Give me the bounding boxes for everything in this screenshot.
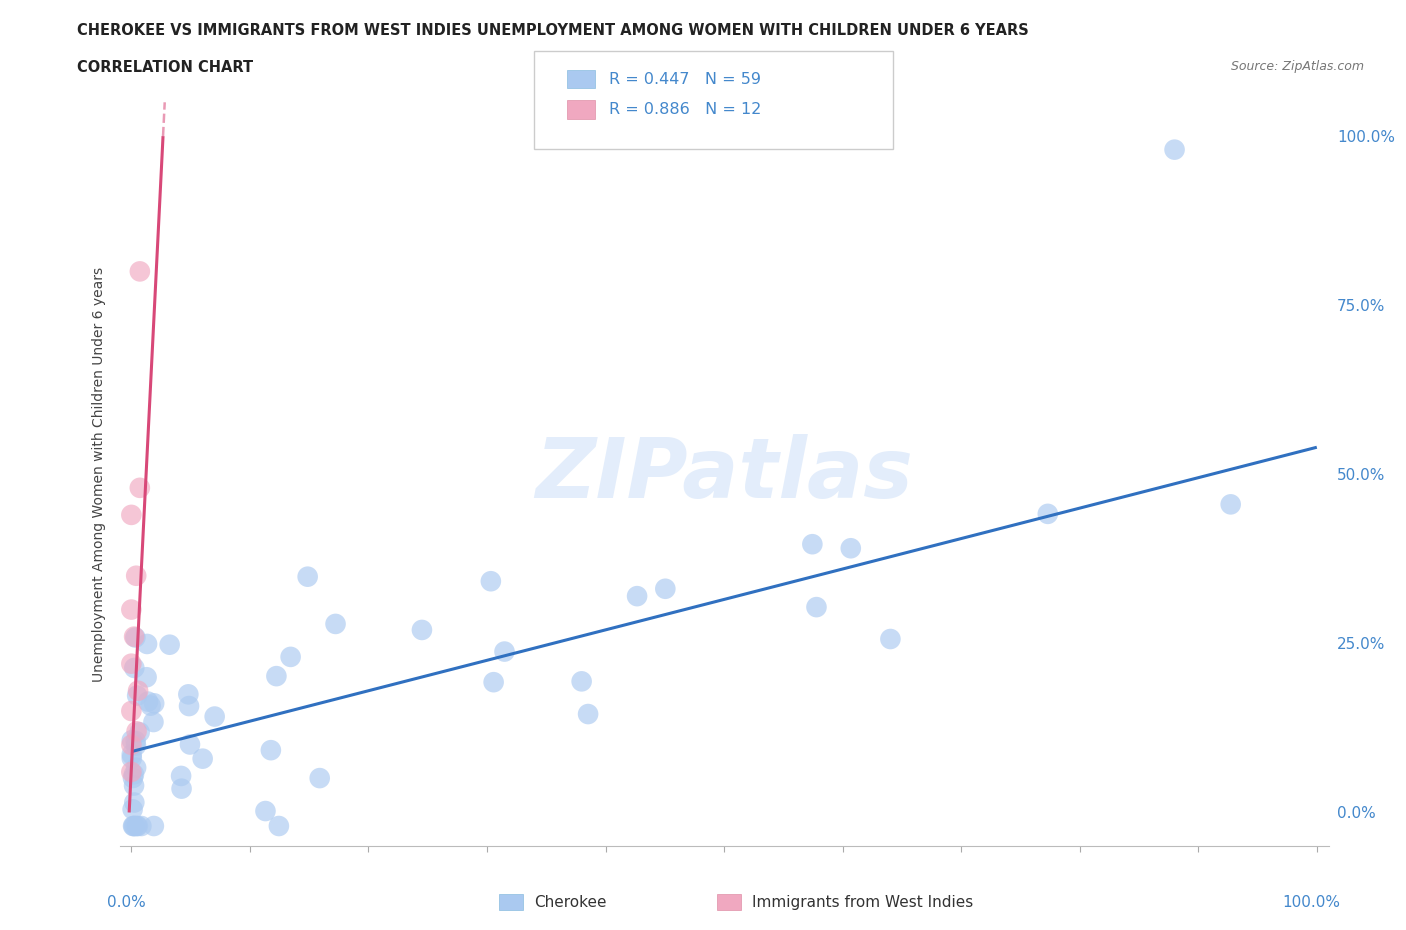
- Point: [260, 743, 283, 758]
- Point: [128, 724, 150, 739]
- Point: [170, 768, 193, 783]
- Point: [124, 795, 146, 810]
- Point: [806, 600, 828, 615]
- Point: [879, 631, 901, 646]
- Point: [120, 602, 142, 617]
- Point: [191, 751, 214, 766]
- Point: [1219, 497, 1241, 512]
- Point: [135, 670, 157, 684]
- Point: [142, 818, 165, 833]
- Point: [159, 637, 181, 652]
- Point: [143, 696, 166, 711]
- Point: [576, 707, 599, 722]
- Point: [128, 481, 150, 496]
- Point: [125, 760, 148, 775]
- Point: [801, 537, 824, 551]
- Text: Immigrants from West Indies: Immigrants from West Indies: [752, 895, 973, 910]
- Point: [411, 622, 433, 637]
- Point: [177, 687, 200, 702]
- Point: [179, 737, 201, 752]
- Point: [120, 508, 142, 523]
- Point: [482, 675, 505, 690]
- Point: [121, 747, 143, 762]
- Point: [120, 704, 142, 719]
- Text: ZIPatlas: ZIPatlas: [536, 433, 912, 515]
- Point: [654, 581, 676, 596]
- Point: [124, 734, 146, 749]
- Point: [121, 802, 143, 817]
- Y-axis label: Unemployment Among Women with Children Under 6 years: Unemployment Among Women with Children U…: [91, 267, 105, 682]
- Point: [177, 698, 200, 713]
- Point: [120, 737, 142, 752]
- Point: [136, 694, 159, 709]
- Point: [142, 714, 165, 729]
- Point: [494, 644, 516, 659]
- Point: [124, 818, 146, 833]
- Point: [1036, 507, 1059, 522]
- Point: [128, 264, 150, 279]
- Point: [308, 771, 330, 786]
- Point: [124, 660, 146, 675]
- Point: [120, 764, 142, 779]
- Point: [1163, 142, 1185, 157]
- Point: [122, 818, 145, 833]
- Point: [170, 781, 193, 796]
- Point: [127, 818, 149, 833]
- Text: R = 0.886   N = 12: R = 0.886 N = 12: [609, 102, 761, 117]
- Point: [139, 698, 162, 713]
- Point: [571, 674, 593, 689]
- Point: [839, 541, 862, 556]
- Text: Source: ZipAtlas.com: Source: ZipAtlas.com: [1230, 60, 1364, 73]
- Point: [125, 738, 148, 753]
- Text: 100.0%: 100.0%: [1282, 895, 1341, 910]
- Point: [122, 778, 145, 793]
- Point: [204, 709, 226, 724]
- Point: [125, 818, 148, 833]
- Text: CORRELATION CHART: CORRELATION CHART: [77, 60, 253, 75]
- Point: [121, 751, 143, 765]
- Point: [125, 724, 148, 738]
- Point: [121, 733, 143, 748]
- Text: R = 0.447   N = 59: R = 0.447 N = 59: [609, 72, 761, 86]
- Text: 0.0%: 0.0%: [107, 895, 146, 910]
- Point: [125, 568, 148, 583]
- Point: [280, 649, 302, 664]
- Point: [122, 630, 145, 644]
- Point: [479, 574, 502, 589]
- Point: [136, 636, 159, 651]
- Point: [267, 818, 290, 833]
- Text: CHEROKEE VS IMMIGRANTS FROM WEST INDIES UNEMPLOYMENT AMONG WOMEN WITH CHILDREN U: CHEROKEE VS IMMIGRANTS FROM WEST INDIES …: [77, 23, 1029, 38]
- Point: [122, 767, 145, 782]
- Point: [626, 589, 648, 604]
- Point: [131, 818, 153, 833]
- Point: [266, 669, 288, 684]
- Point: [127, 684, 149, 698]
- Text: Cherokee: Cherokee: [534, 895, 607, 910]
- Point: [254, 804, 277, 818]
- Point: [325, 617, 347, 631]
- Point: [297, 569, 319, 584]
- Point: [124, 631, 146, 645]
- Point: [127, 688, 149, 703]
- Point: [122, 818, 145, 833]
- Point: [122, 771, 145, 786]
- Point: [120, 657, 142, 671]
